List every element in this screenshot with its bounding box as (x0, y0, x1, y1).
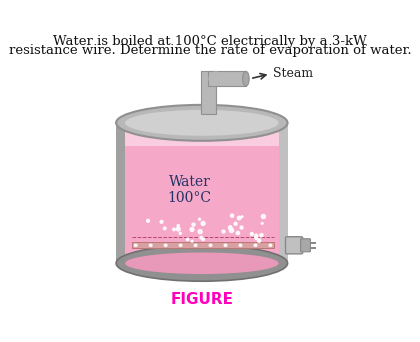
Polygon shape (310, 242, 316, 244)
FancyBboxPatch shape (301, 239, 310, 252)
Ellipse shape (237, 216, 241, 220)
Text: Steam: Steam (273, 67, 313, 80)
Ellipse shape (208, 244, 213, 247)
Ellipse shape (198, 229, 202, 234)
Ellipse shape (255, 236, 258, 239)
Ellipse shape (178, 244, 183, 247)
Ellipse shape (147, 219, 150, 222)
Ellipse shape (134, 244, 138, 247)
Polygon shape (278, 123, 288, 263)
Ellipse shape (250, 233, 253, 236)
Ellipse shape (222, 230, 225, 233)
Ellipse shape (231, 214, 234, 217)
Polygon shape (310, 247, 316, 249)
Ellipse shape (116, 105, 288, 141)
Ellipse shape (190, 227, 194, 232)
Ellipse shape (201, 222, 205, 225)
Ellipse shape (194, 244, 198, 247)
Polygon shape (125, 123, 278, 146)
Ellipse shape (173, 228, 175, 231)
Ellipse shape (261, 223, 263, 224)
Ellipse shape (200, 236, 202, 239)
Ellipse shape (116, 245, 288, 281)
Polygon shape (125, 123, 278, 263)
Polygon shape (201, 71, 216, 114)
Ellipse shape (268, 244, 273, 247)
Ellipse shape (241, 216, 243, 218)
Ellipse shape (164, 244, 168, 247)
Ellipse shape (192, 223, 195, 226)
Ellipse shape (234, 222, 237, 225)
Ellipse shape (260, 234, 263, 237)
Ellipse shape (149, 244, 153, 247)
Ellipse shape (240, 226, 243, 229)
Text: FIGURE: FIGURE (171, 292, 234, 307)
Ellipse shape (228, 226, 232, 229)
Ellipse shape (125, 110, 278, 136)
Text: Water is boiled at 100°C electrically by a 3-kW: Water is boiled at 100°C electrically by… (53, 35, 367, 48)
FancyBboxPatch shape (286, 237, 303, 254)
Ellipse shape (236, 232, 239, 235)
Ellipse shape (176, 227, 180, 231)
Ellipse shape (199, 218, 200, 220)
Ellipse shape (255, 234, 258, 237)
Ellipse shape (186, 238, 189, 241)
Ellipse shape (243, 71, 249, 86)
Ellipse shape (179, 232, 181, 234)
Ellipse shape (191, 240, 193, 242)
Ellipse shape (208, 71, 223, 86)
Ellipse shape (160, 221, 163, 223)
Text: Water
100°C: Water 100°C (168, 175, 212, 205)
Ellipse shape (257, 239, 261, 242)
Ellipse shape (223, 244, 228, 247)
Polygon shape (208, 71, 246, 86)
Polygon shape (116, 123, 125, 263)
Polygon shape (131, 242, 275, 248)
Ellipse shape (253, 244, 257, 247)
Ellipse shape (177, 225, 179, 227)
Ellipse shape (229, 228, 234, 233)
Ellipse shape (239, 244, 242, 247)
Ellipse shape (125, 252, 278, 274)
Ellipse shape (202, 238, 205, 240)
Ellipse shape (163, 227, 166, 230)
Ellipse shape (261, 214, 265, 219)
Text: resistance wire. Determine the rate of evaporation of water.: resistance wire. Determine the rate of e… (9, 44, 411, 57)
